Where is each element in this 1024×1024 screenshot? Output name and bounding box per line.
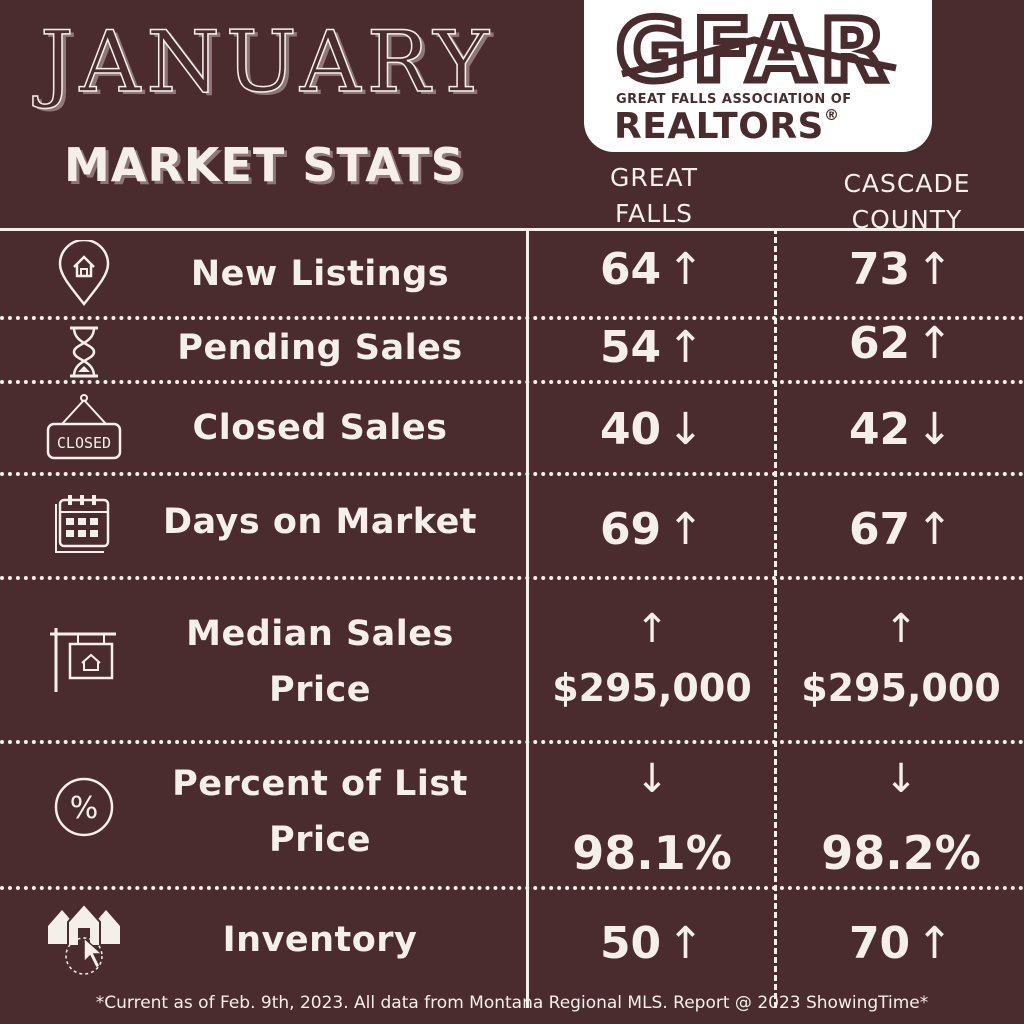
logo-association-text: GREAT FALLS ASSOCIATION OF	[616, 92, 852, 107]
value-cascade-county-inventory: 70 ↑	[848, 918, 954, 969]
gfar-logo-mark: GFAR	[614, 12, 897, 92]
value-great-falls-pending-sales: 54 ↑	[599, 322, 705, 373]
label-closed-sales: Closed Sales	[192, 408, 448, 448]
value-cascade-county-percent-of-list: 98.2%	[821, 826, 981, 880]
value-great-falls-new-listings: 64 ↑	[599, 244, 705, 295]
value-cascade-county-new-listings: 73 ↑	[848, 244, 954, 295]
svg-text:%: %	[70, 791, 99, 826]
column-header-cascade-county: CASCADE COUNTY	[843, 169, 971, 234]
label-pending-sales: Pending Sales	[177, 328, 463, 368]
row-separator	[0, 740, 1024, 744]
row-separator	[0, 380, 1024, 384]
hourglass-icon	[44, 322, 124, 382]
trend-cascade-county-median-sales-price: ↑	[884, 606, 918, 652]
row-separator	[0, 886, 1024, 890]
trend-great-falls-median-sales-price: ↑	[635, 606, 669, 652]
row-separator	[0, 472, 1024, 476]
trend-great-falls-percent-of-list: ↓	[635, 756, 669, 802]
value-cascade-county-days-on-market: 67 ↑	[848, 504, 954, 555]
page-subtitle: MARKET STATS	[64, 138, 465, 192]
header-divider	[0, 228, 1024, 231]
svg-text:CLOSED: CLOSED	[57, 434, 111, 452]
value-cascade-county-closed-sales: 42 ↓	[848, 404, 954, 455]
closed-sign-icon: CLOSED	[44, 390, 124, 470]
svg-text:GFAR: GFAR	[616, 12, 892, 92]
for-sale-sign-icon	[44, 616, 124, 696]
row-separator	[0, 316, 1024, 320]
value-cascade-county-median-sales-price: $295,000	[801, 666, 1001, 710]
label-percent-of-list-price: Percent of List Price	[172, 764, 468, 860]
label-inventory: Inventory	[222, 920, 418, 960]
footer-note: *Current as of Feb. 9th, 2023. All data …	[95, 993, 929, 1013]
label-median-sales-price: Median Sales Price	[186, 614, 454, 710]
calendar-icon	[44, 488, 124, 560]
value-great-falls-closed-sales: 40 ↓	[599, 404, 705, 455]
label-days-on-market: Days on Market	[162, 502, 478, 542]
value-cascade-county-pending-sales: 62 ↑	[848, 318, 954, 369]
value-great-falls-percent-of-list: 98.1%	[572, 826, 732, 880]
column-divider-right	[774, 228, 777, 1008]
house-pin-icon	[44, 238, 124, 310]
month-title: JANUARY	[39, 13, 495, 111]
gfar-logo: GFAR GREAT FALLS ASSOCIATION OF REALTORS…	[584, 0, 932, 152]
trend-cascade-county-percent-of-list: ↓	[884, 756, 918, 802]
column-header-great-falls: GREAT FALLS	[610, 163, 698, 228]
column-divider-left	[526, 228, 529, 1008]
label-new-listings: New Listings	[190, 254, 450, 294]
value-great-falls-median-sales-price: $295,000	[552, 666, 752, 710]
logo-realtors-text: REALTORS®	[614, 106, 840, 147]
houses-click-icon	[44, 896, 124, 976]
value-great-falls-days-on-market: 69 ↑	[599, 504, 705, 555]
value-great-falls-inventory: 50 ↑	[599, 918, 705, 969]
row-separator	[0, 576, 1024, 580]
percent-icon: %	[44, 772, 124, 842]
